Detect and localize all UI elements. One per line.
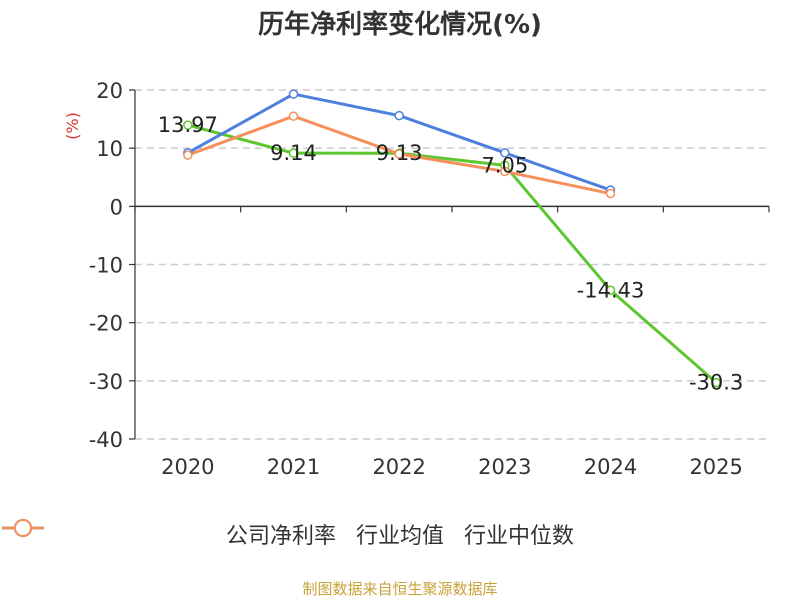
series-2-point-2021 <box>288 111 299 121</box>
data-label-2024: -14.43 <box>577 278 645 302</box>
y-tick-label-10: 10 <box>96 137 123 161</box>
legend-label-median: 行业中位数 <box>464 524 575 549</box>
series-1-point-2022 <box>394 110 404 121</box>
chart-title: 历年净利率变化情况(%) <box>258 10 542 40</box>
y-tick-label--30: -30 <box>89 370 123 394</box>
series-2-point-2022 <box>394 149 404 159</box>
y-tick-label-20: 20 <box>96 79 123 103</box>
series-2-point-2023 <box>500 166 510 177</box>
data-label-2025: -30.3 <box>689 371 743 395</box>
legend-item-industry-median[interactable]: 行业中位数 <box>2 518 575 550</box>
y-tick-label--40: -40 <box>89 428 123 452</box>
series-1-point-2023 <box>500 148 510 158</box>
x-tick-label-2020: 2020 <box>161 455 214 479</box>
y-tick-label--10: -10 <box>89 254 123 278</box>
source-footer: 制图数据来自恒生聚源数据库 <box>302 580 498 598</box>
data-label-2021: 9.14 <box>270 141 317 165</box>
y-tick-label--20: -20 <box>89 312 123 336</box>
legend-item-company-net-margin[interactable]: 公司净利率 <box>2 518 336 550</box>
chart-legend[interactable]: 公司净利率 行业均值 行业中位数 <box>0 518 800 550</box>
series-2-point-2024 <box>605 188 616 199</box>
x-tick-label-2025: 2025 <box>689 455 742 479</box>
y-tick-label-0: 0 <box>110 195 123 219</box>
legend-item-industry-mean[interactable]: 行业均值 <box>2 518 444 550</box>
data-label-2020: 13.97 <box>158 113 218 137</box>
legend-marker-median <box>2 519 44 537</box>
y-axis-unit-label: (%) <box>63 112 82 140</box>
x-tick-label-2024: 2024 <box>584 455 637 479</box>
series-2-point-2020 <box>183 150 193 160</box>
series-0-point-2025 <box>711 377 721 388</box>
series-1-point-2021 <box>288 89 299 99</box>
data-label-2023: 7.05 <box>481 153 528 177</box>
legend-label-company: 公司净利率 <box>225 524 336 549</box>
series-0-point-2021 <box>288 148 299 158</box>
series-0-point-2024 <box>605 285 616 296</box>
series-0-point-2020 <box>183 120 193 130</box>
data-label-2022: 9.13 <box>376 141 423 165</box>
x-tick-label-2022: 2022 <box>372 455 425 479</box>
x-tick-label-2021: 2021 <box>267 455 320 479</box>
legend-label-mean: 行业均值 <box>355 524 444 549</box>
series-line-0 <box>187 123 718 384</box>
x-tick-label-2023: 2023 <box>478 455 531 479</box>
